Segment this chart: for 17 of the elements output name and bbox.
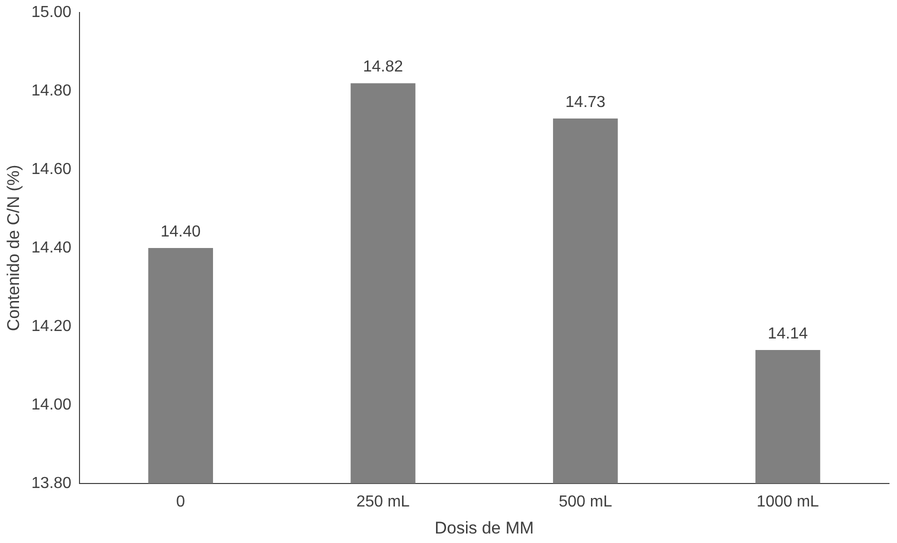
x-tick-label: 1000 mL bbox=[756, 493, 820, 510]
y-tick-label: 14.20 bbox=[31, 318, 72, 335]
x-tick-label: 500 mL bbox=[558, 493, 612, 510]
data-label: 14.82 bbox=[363, 58, 404, 76]
data-label: 14.14 bbox=[768, 325, 808, 342]
y-axis-title: Contenido de C/N (%) bbox=[4, 164, 23, 332]
x-tick-label: 0 bbox=[176, 493, 186, 510]
y-tick-label: 14.60 bbox=[31, 160, 72, 178]
y-tick-label: 15.00 bbox=[31, 4, 72, 22]
data-label: 14.73 bbox=[565, 94, 606, 111]
x-axis-title: Dosis de MM bbox=[434, 518, 534, 538]
x-tick-label: 250 mL bbox=[356, 493, 410, 510]
y-tick-label: 13.80 bbox=[31, 474, 72, 492]
data-label: 14.40 bbox=[160, 223, 201, 240]
y-tick-label: 14.40 bbox=[31, 239, 72, 256]
y-tick-label: 14.80 bbox=[31, 82, 72, 100]
y-tick-label: 14.00 bbox=[31, 396, 72, 414]
